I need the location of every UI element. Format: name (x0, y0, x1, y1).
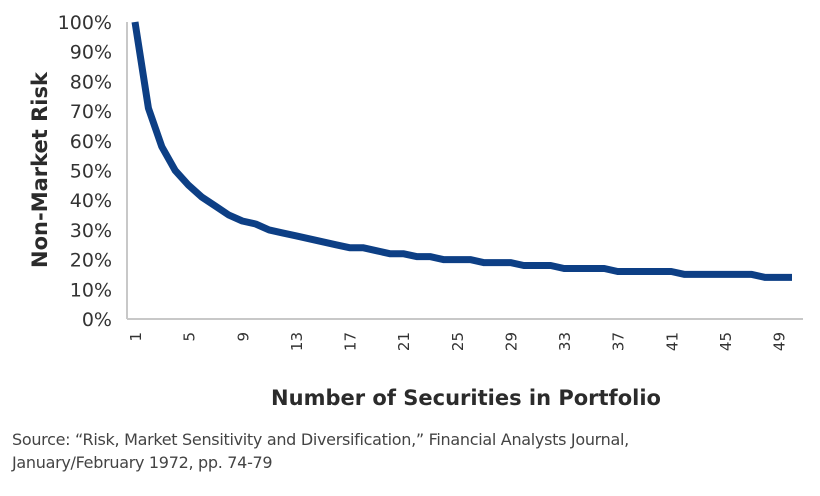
y-tick-label: 60% (70, 131, 112, 153)
x-tick-label: 5 (181, 332, 199, 342)
x-tick-label: 17 (342, 332, 360, 351)
y-axis-ticks: 0% 10% 20% 30% 40% 50% 60% 70% 80% 90% 100% (58, 12, 112, 331)
x-tick-label: 9 (234, 332, 252, 342)
y-tick-label: 70% (70, 101, 112, 123)
non-market-risk-line (131, 21, 792, 281)
x-tick-label: 33 (556, 332, 574, 351)
y-tick-label: 30% (70, 220, 112, 242)
y-tick-label: 100% (58, 12, 112, 34)
x-tick-label: 21 (395, 332, 413, 351)
y-tick-label: 80% (70, 71, 112, 93)
x-tick-label: 37 (610, 332, 628, 351)
y-tick-label: 90% (70, 42, 112, 64)
source-citation: Source: “Risk, Market Sensitivity and Di… (12, 428, 812, 474)
x-tick-label: 1 (127, 332, 145, 342)
x-tick-label: 45 (717, 332, 735, 351)
x-tick-label: 41 (663, 332, 681, 351)
x-tick-label: 13 (288, 332, 306, 351)
y-tick-label: 10% (70, 279, 112, 301)
y-tick-label: 40% (70, 190, 112, 212)
x-tick-label: 25 (449, 332, 467, 351)
x-tick-label: 29 (502, 332, 520, 351)
x-axis-title: Number of Securities in Portfolio (271, 386, 661, 410)
y-tick-label: 0% (82, 309, 112, 331)
x-tick-label: 49 (771, 332, 789, 351)
x-axis-ticks: 1 5 9 13 17 21 25 29 33 37 41 45 49 (127, 332, 789, 351)
y-tick-label: 20% (70, 250, 112, 272)
y-tick-label: 50% (70, 161, 112, 183)
y-axis-title: Non-Market Risk (28, 71, 52, 268)
source-line-2: January/February 1972, pp. 74-79 (12, 453, 273, 472)
source-line-1: Source: “Risk, Market Sensitivity and Di… (12, 430, 629, 449)
